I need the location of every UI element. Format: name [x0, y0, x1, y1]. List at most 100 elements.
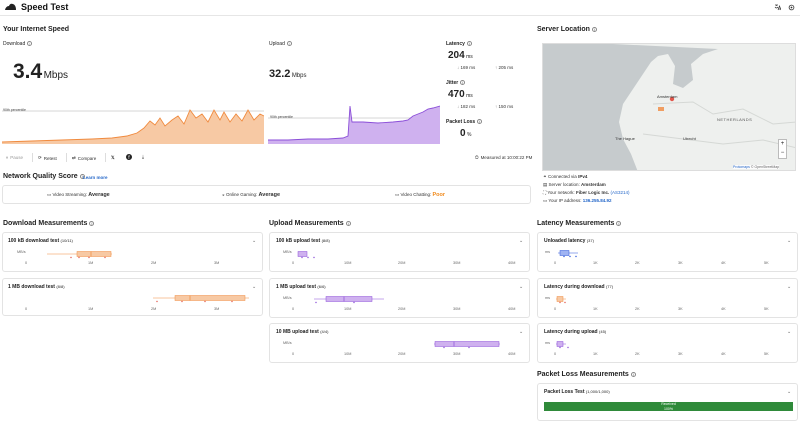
- video-camera-icon: ▭: [395, 192, 401, 197]
- compare-icon: ⇄: [72, 155, 76, 160]
- x-logo-icon: 𝕏: [111, 155, 115, 160]
- info-icon: i: [460, 80, 466, 86]
- download-test-100kb-card: 100 kB download test (10/11) ⌄ MB/s 0 1M…: [2, 232, 263, 272]
- share-x-button[interactable]: 𝕏: [111, 155, 115, 161]
- upload-label: Upload i: [269, 41, 292, 47]
- nqs-video-streaming: ▭ Video Streaming: Average: [47, 192, 110, 198]
- nqs-heading: Network Quality Score i: [3, 173, 85, 180]
- info-icon: i: [79, 173, 85, 179]
- share-facebook-button[interactable]: f: [126, 154, 132, 160]
- chevron-down-icon[interactable]: ⌄: [787, 238, 792, 244]
- nqs-card: ▭ Video Streaming: Average ◒ Online Gami…: [2, 185, 531, 204]
- download-100kb-boxplot: [47, 251, 112, 259]
- info-icon: i: [466, 41, 472, 47]
- learn-more-link[interactable]: Learn more: [83, 175, 108, 180]
- computer-icon: ▭: [543, 198, 549, 203]
- packet-loss-value: 0 %: [460, 128, 472, 139]
- latency-measurements-heading: Latency Measurements i: [537, 220, 622, 227]
- test-title: 10 MB upload test (4/4): [276, 329, 329, 335]
- settings-gear-icon[interactable]: [788, 4, 795, 11]
- test-title: Unloaded latency (37): [544, 238, 594, 244]
- server-icon: ▤: [543, 182, 549, 187]
- download-icon: ⤓: [142, 154, 144, 159]
- jitter-low: ↓ 182 ms: [457, 104, 476, 109]
- latency-upload-boxplot: [556, 341, 569, 349]
- packet-loss-bar-received: Received 100%: [544, 402, 793, 411]
- chevron-down-icon[interactable]: ⌄: [519, 284, 524, 290]
- upload-test-10mb-card: 10 MB upload test (4/4) ⌄ MB/s 0 10M 20M…: [269, 323, 530, 363]
- info-icon: i: [591, 26, 597, 32]
- app-title: Speed Test: [21, 2, 69, 12]
- map-label-amsterdam: Amsterdam: [657, 94, 678, 99]
- info-icon: i: [27, 41, 33, 47]
- server-info-location: ▤ Server location: Amsterdam: [543, 182, 606, 187]
- upload-line: [268, 105, 440, 141]
- upload-10mb-boxplot: [434, 341, 500, 349]
- test-title: 100 kB download test (10/11): [8, 238, 73, 244]
- download-test-1mb-card: 1 MB download test (8/8) ⌄ 0 1M 2M 3M: [2, 278, 263, 316]
- test-title: 100 kB upload test (8/8): [276, 238, 330, 244]
- chevron-down-icon[interactable]: ⌄: [252, 284, 257, 290]
- packet-loss-label: Packet Loss i: [446, 119, 483, 125]
- download-results-button[interactable]: ⤓: [142, 154, 144, 159]
- map-label-netherlands: NETHERLANDS: [717, 117, 753, 122]
- upload-chart: [268, 105, 440, 144]
- chevron-down-icon[interactable]: ⌄: [787, 329, 792, 335]
- latency-unloaded-card: Unloaded latency (37) ⌄ ms 0 1K 2K 3K 4K…: [537, 232, 798, 272]
- upload-area: [268, 106, 440, 144]
- cloudflare-logo-icon: [5, 3, 16, 10]
- retest-button[interactable]: ⟳ Retest: [38, 155, 57, 161]
- server-info-connected: ⚭ Connected via IPv4: [543, 174, 588, 179]
- server-info-network: ⛶ Your network: Fiber Logic Inc. (AS3214…: [543, 190, 630, 195]
- zoom-in-button[interactable]: +: [780, 141, 785, 147]
- clock-icon: 🕓︎: [475, 155, 479, 160]
- server-location-heading: Server Location i: [537, 26, 597, 33]
- latency-high: ↑ 205 ms: [495, 65, 514, 70]
- chevron-down-icon[interactable]: ⌄: [787, 284, 792, 290]
- upload-value: 32.2 Mbps: [269, 68, 307, 80]
- info-icon: i: [286, 41, 292, 47]
- info-icon: i: [89, 220, 95, 226]
- info-icon: i: [345, 220, 351, 226]
- translate-icon[interactable]: [774, 4, 781, 11]
- nqs-video-chatting: ▭ Video Chatting: Poor: [395, 192, 446, 198]
- download-label: Download i: [3, 41, 33, 47]
- facebook-icon: f: [126, 154, 132, 160]
- packet-loss-test-card: Packet Loss Test (1,000/1,000) ⌄ Receive…: [537, 383, 798, 421]
- test-title: Latency during download (77): [544, 284, 614, 290]
- latency-label: Latency i: [446, 41, 472, 47]
- pause-button[interactable]: ⏸ Pause: [6, 155, 24, 160]
- nqs-online-gaming: ◒ Online Gaming: Average: [222, 192, 281, 198]
- download-percentile-label: 90th percentile: [3, 108, 26, 112]
- packet-loss-bar-track: Received 100%: [544, 402, 793, 411]
- upload-100kb-boxplot: [297, 251, 315, 259]
- top-bar: Speed Test: [0, 0, 800, 16]
- packet-loss-measurements-heading: Packet Loss Measurements i: [537, 371, 636, 378]
- info-icon: i: [630, 371, 636, 377]
- server-map[interactable]: Amsterdam The Hague NETHERLANDS Utrecht …: [542, 43, 796, 171]
- chevron-down-icon[interactable]: ⌄: [252, 238, 257, 244]
- chevron-down-icon[interactable]: ⌄: [519, 329, 524, 335]
- latency-value: 204 ms: [448, 50, 473, 61]
- map-label-utrecht: Utrecht: [683, 136, 696, 141]
- network-icon: ⛶: [543, 190, 548, 195]
- chevron-down-icon[interactable]: ⌄: [787, 389, 792, 395]
- server-marker: [669, 96, 675, 102]
- latency-download-boxplot: [556, 296, 566, 304]
- info-icon: i: [477, 119, 483, 125]
- map-zoom-controls: + −: [778, 139, 787, 159]
- download-area: [2, 110, 264, 144]
- upload-test-100kb-card: 100 kB upload test (8/8) ⌄ MB/s 0 10M 20…: [269, 232, 530, 272]
- download-measurements-heading: Download Measurements i: [3, 220, 95, 227]
- latency-unloaded-boxplot: [558, 250, 578, 258]
- upload-test-1mb-card: 1 MB upload test (6/6) ⌄ MB/s 0 10M 20M …: [269, 278, 530, 318]
- jitter-high: ↑ 150 ms: [495, 104, 514, 109]
- test-title: 1 MB upload test (6/6): [276, 284, 326, 290]
- chevron-down-icon[interactable]: ⌄: [519, 238, 524, 244]
- pause-icon: ⏸: [6, 155, 9, 160]
- jitter-label: Jitter i: [446, 80, 466, 86]
- measured-at: 🕓︎ Measured at 10:00:22 PM: [475, 155, 533, 160]
- tv-icon: ▭: [47, 192, 53, 197]
- compare-button[interactable]: ⇄ Compare: [72, 155, 97, 161]
- zoom-out-button[interactable]: −: [780, 150, 785, 156]
